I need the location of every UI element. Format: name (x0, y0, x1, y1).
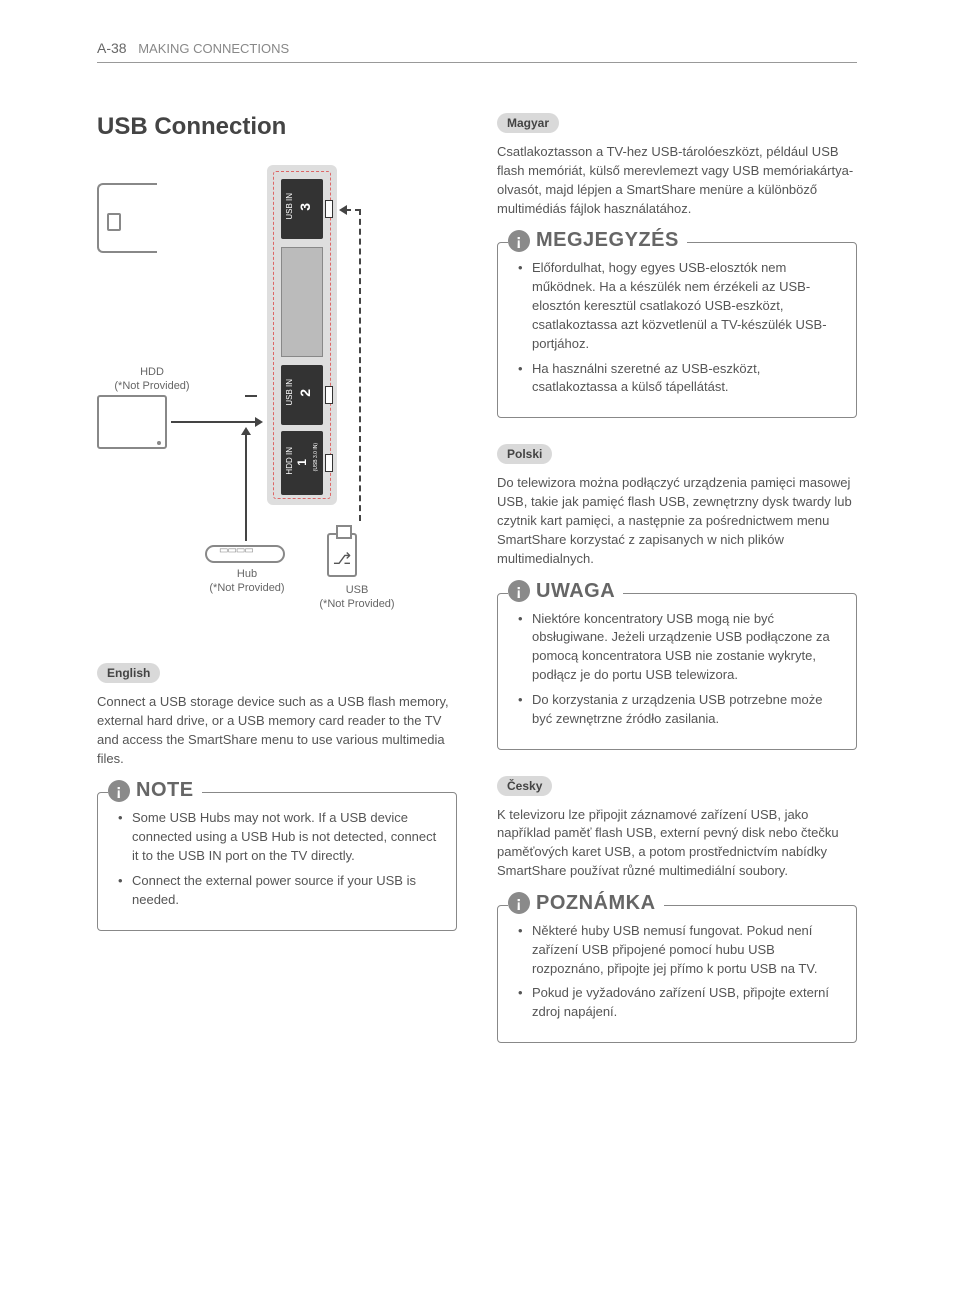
arrow-dashed-line (359, 209, 361, 521)
port-opening-icon (325, 454, 333, 472)
arrow-head-icon (339, 205, 347, 215)
note-header: ! POZNÁMKA (508, 892, 664, 915)
hub-sub: (*Not Provided) (209, 582, 284, 594)
usb-sub: (*Not Provided) (319, 598, 394, 610)
note-title: MEGJEGYZÉS (536, 229, 679, 252)
hdd-sub: (*Not Provided) (114, 380, 189, 392)
usb-connection-diagram: USB IN 3 USB IN 2 HDD IN 1 (USB 3.0 IN) (97, 165, 417, 635)
polski-text: Do telewizora można podłączyć urządzenia… (497, 474, 857, 568)
port1-sub: (USB 3.0 IN) (313, 443, 319, 471)
cesky-text: K televizoru lze připojit záznamové zaří… (497, 806, 857, 881)
hdd-icon (97, 395, 167, 449)
port-usb-in-3: USB IN 3 (281, 179, 323, 239)
page-header: A-38 MAKING CONNECTIONS (97, 40, 857, 63)
arrow-line (245, 433, 247, 541)
lang-badge-polski: Polski (497, 444, 552, 464)
note-header: ! UWAGA (508, 580, 623, 603)
arrow-head-icon (241, 427, 251, 435)
note-list: Some USB Hubs may not work. If a USB dev… (114, 809, 440, 909)
hub-icon (205, 545, 285, 563)
arrow-line (171, 421, 255, 423)
note-list: Előfordulhat, hogy egyes USB-elosztók ne… (514, 259, 840, 397)
note-item: Ha használni szeretné az USB-eszközt, cs… (518, 360, 840, 398)
port2-num: 2 (297, 389, 313, 397)
note-box-polski: ! UWAGA Niektóre koncentratory USB mogą … (497, 593, 857, 750)
hdd-text: HDD (140, 366, 164, 378)
note-box-cesky: ! POZNÁMKA Některé huby USB nemusí fungo… (497, 905, 857, 1043)
note-header: ! NOTE (108, 779, 202, 802)
exclamation-icon: ! (508, 580, 530, 602)
note-item: Pokud je vyžadováno zařízení USB, připoj… (518, 984, 840, 1022)
hdd-label: HDD (*Not Provided) (97, 365, 207, 394)
port1-label: HDD IN (285, 447, 294, 475)
port-opening-icon (325, 386, 333, 404)
section-title: USB Connection (97, 113, 457, 141)
port1-num: 1 (295, 459, 309, 466)
port3-label: USB IN (285, 193, 294, 220)
note-header: ! MEGJEGYZÉS (508, 229, 687, 252)
section-name: MAKING CONNECTIONS (138, 41, 289, 56)
usb-stick-icon: ⎇ (327, 533, 357, 577)
exclamation-icon: ! (108, 780, 130, 802)
lang-badge-cesky: Česky (497, 776, 552, 796)
note-box-magyar: ! MEGJEGYZÉS Előfordulhat, hogy egyes US… (497, 242, 857, 418)
note-title: NOTE (136, 779, 194, 802)
note-list: Některé huby USB nemusí fungovat. Pokud … (514, 922, 840, 1022)
hub-text: Hub (237, 568, 257, 580)
lang-badge-magyar: Magyar (497, 113, 559, 133)
port3-num: 3 (297, 203, 313, 211)
left-column: USB Connection USB IN 3 USB IN 2 (97, 113, 457, 1069)
usb-text: USB (346, 584, 369, 596)
right-column: Magyar Csatlakoztasson a TV-hez USB-táro… (497, 113, 857, 1069)
pcmcia-slot-icon (281, 247, 323, 357)
usb-label-block: USB (*Not Provided) (297, 583, 417, 612)
port-opening-icon (325, 200, 333, 218)
tv-outline-icon (97, 183, 157, 253)
page: A-38 MAKING CONNECTIONS USB Connection U… (97, 40, 857, 1069)
hub-label: Hub (*Not Provided) (187, 567, 307, 596)
note-item: Connect the external power source if you… (118, 872, 440, 910)
port2-label: USB IN (285, 379, 294, 406)
content-columns: USB Connection USB IN 3 USB IN 2 (97, 113, 857, 1069)
exclamation-icon: ! (508, 892, 530, 914)
magyar-text: Csatlakoztasson a TV-hez USB-tárolóeszkö… (497, 143, 857, 218)
note-title: POZNÁMKA (536, 892, 656, 915)
port-usb-in-2: USB IN 2 (281, 365, 323, 425)
note-box-english: ! NOTE Some USB Hubs may not work. If a … (97, 792, 457, 930)
lang-badge-english: English (97, 663, 160, 683)
note-title: UWAGA (536, 580, 615, 603)
exclamation-icon: ! (508, 230, 530, 252)
note-list: Niektóre koncentratory USB mogą nie być … (514, 610, 840, 729)
usb-trident-icon: ⎇ (329, 549, 355, 569)
page-number: A-38 (97, 40, 127, 56)
arrow-head-icon (255, 417, 263, 427)
port-panel: USB IN 3 USB IN 2 HDD IN 1 (USB 3.0 IN) (267, 165, 337, 505)
note-item: Niektóre koncentratory USB mogą nie być … (518, 610, 840, 685)
arrow-line (245, 395, 257, 397)
arrow-dashed-line (345, 209, 361, 211)
note-item: Do korzystania z urządzenia USB potrzebn… (518, 691, 840, 729)
english-text: Connect a USB storage device such as a U… (97, 693, 457, 768)
note-item: Some USB Hubs may not work. If a USB dev… (118, 809, 440, 866)
port-hdd-in-1: HDD IN 1 (USB 3.0 IN) (281, 431, 323, 495)
note-item: Některé huby USB nemusí fungovat. Pokud … (518, 922, 840, 979)
note-item: Előfordulhat, hogy egyes USB-elosztók ne… (518, 259, 840, 353)
